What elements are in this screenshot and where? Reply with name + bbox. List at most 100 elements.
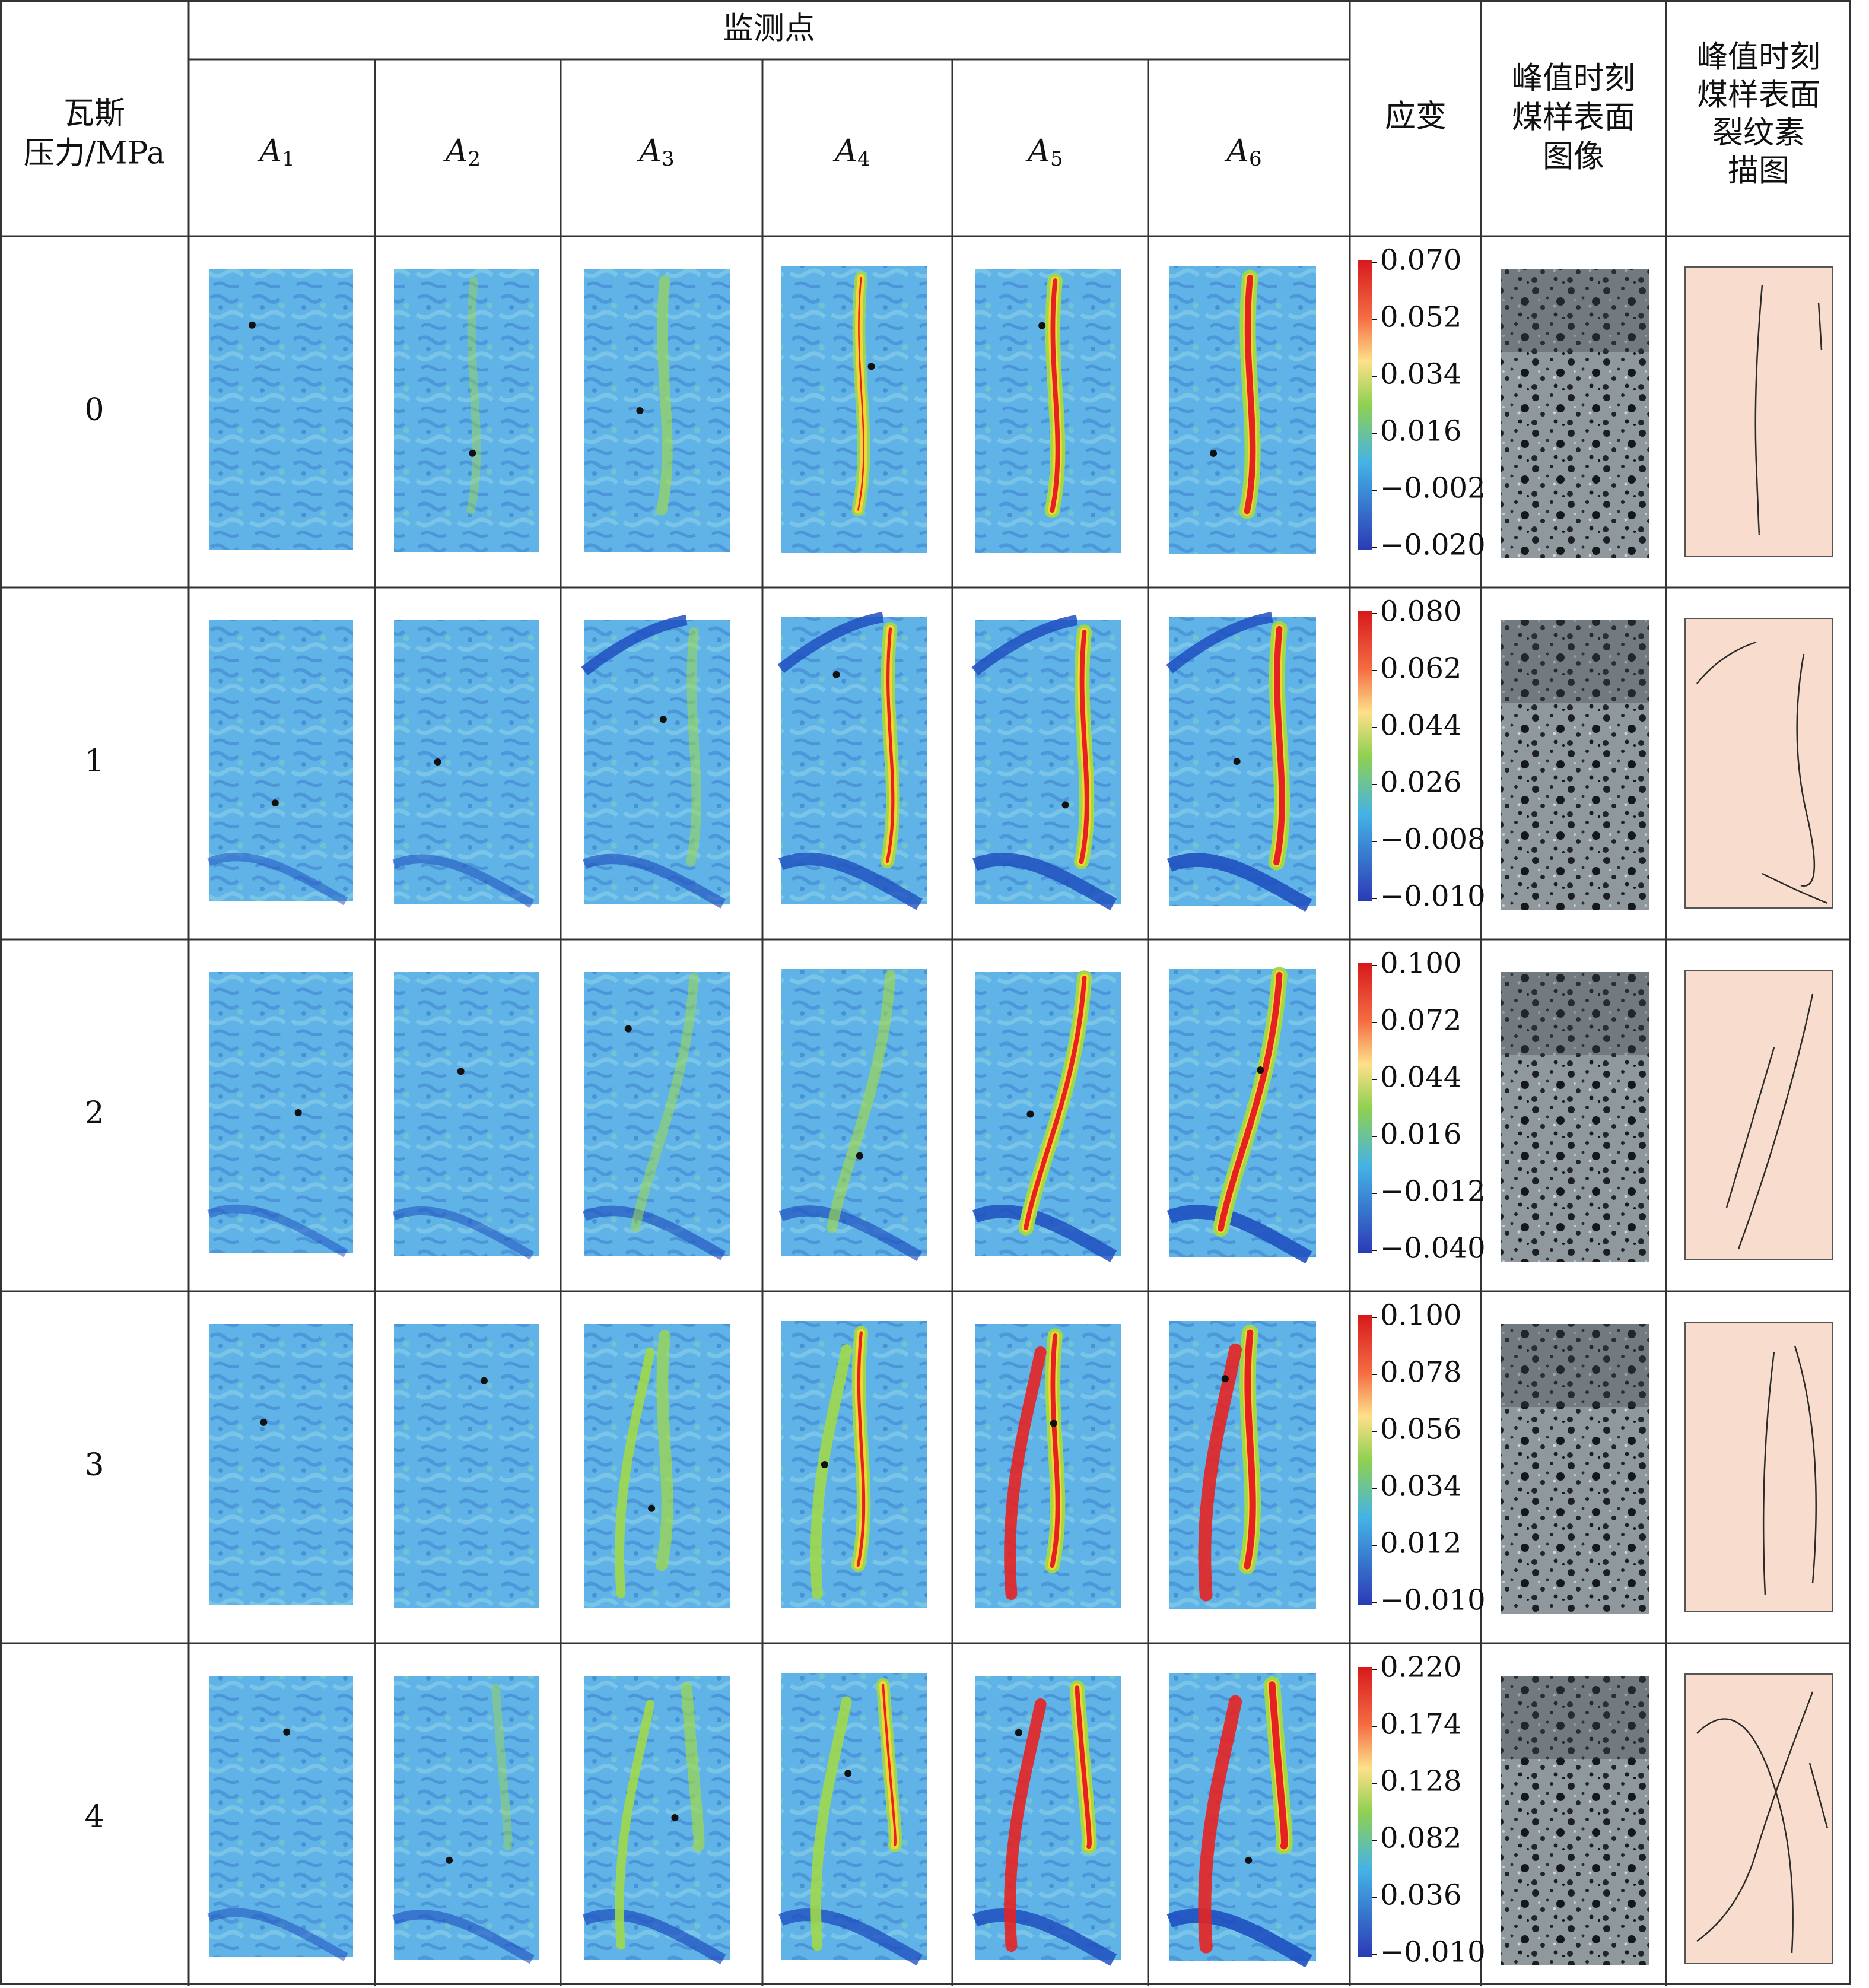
speckle-marker [844, 1770, 852, 1777]
surface-image-header: 图像 [1543, 139, 1604, 175]
speckle-marker [469, 449, 476, 457]
low-strain-band [1166, 853, 1312, 912]
low-strain-band [392, 854, 535, 908]
speckle-marker [294, 1109, 302, 1116]
monitoring-point-label: A3 [637, 134, 674, 172]
crack-sketch-line [1696, 1718, 1794, 1954]
colorbar-tick-label: −0.020 [1380, 529, 1486, 562]
strain-field-background [394, 269, 539, 552]
strain-crack-core [856, 1331, 866, 1567]
low-strain-band [778, 852, 923, 910]
speckle-marker [648, 1504, 656, 1512]
crack-sketch [1684, 1673, 1833, 1964]
strain-field-panel [584, 1324, 730, 1608]
colorbar-tick-label: 0.044 [1380, 1061, 1461, 1094]
speckle-marker [867, 363, 875, 370]
coal-surface-shade [1501, 1676, 1649, 1759]
strain-crack-band [630, 973, 699, 1233]
colorbar-tick-label: 0.044 [1380, 709, 1461, 742]
strain-field-panel [1166, 612, 1316, 912]
speckle-marker [1015, 1729, 1022, 1736]
colorbar-tick-label: 0.026 [1380, 766, 1461, 799]
colorbar-tick-label: −0.040 [1380, 1232, 1486, 1265]
strain-crack-core [1269, 1681, 1288, 1850]
strain-field-background [209, 1324, 353, 1605]
strain-crack-core [1075, 1685, 1092, 1849]
gas-pressure-value: 0 [84, 392, 104, 428]
speckle-marker [1233, 758, 1241, 765]
crack-sketch-line [1696, 1691, 1814, 1942]
low-strain-band [1166, 1205, 1312, 1264]
low-strain-band [778, 1205, 923, 1262]
colorbar-tick-label: 0.056 [1380, 1413, 1461, 1446]
pressure-row: 0 0.070 0.052 0.034 0.016 −0.002 −0.020 [84, 244, 1833, 562]
crack-sketch-line [1737, 993, 1814, 1250]
strain-crack-core [857, 277, 864, 511]
speckle-marker [659, 716, 667, 723]
strain-crack-band [1004, 1346, 1047, 1600]
coal-surface-image [1501, 972, 1649, 1262]
crack-sketch-line [1808, 1762, 1829, 1829]
strain-field-background [394, 1324, 539, 1608]
strain-crack-band [491, 1683, 513, 1851]
coal-surface-image [1501, 1676, 1649, 1965]
strain-field-panel [207, 972, 353, 1257]
speckle-marker [271, 799, 279, 807]
strain-field-panel [209, 1324, 353, 1605]
strain-crack-band [810, 1344, 852, 1600]
table-body: 0 0.070 0.052 0.034 0.016 −0.002 −0.020 1 0.080 0… [84, 244, 1833, 1969]
strain-field-panel [1169, 1321, 1316, 1609]
colorbar-tick-label: 0.128 [1380, 1765, 1461, 1798]
gas-pressure-value: 4 [84, 1799, 104, 1835]
colorbar-tick-label: 0.082 [1380, 1822, 1461, 1855]
speckle-marker [283, 1728, 291, 1736]
speckle-marker [1210, 449, 1218, 457]
speckle-marker [624, 1025, 632, 1033]
low-strain-band [392, 1910, 535, 1964]
strain-colorbar [1358, 260, 1372, 550]
speckle-marker [457, 1068, 465, 1075]
strain-crack-band [686, 627, 701, 866]
colorbar-tick-label: 0.016 [1380, 415, 1461, 448]
low-strain-band [582, 1909, 726, 1965]
strain-crack-band [656, 1330, 673, 1571]
colorbar-tick-label: −0.008 [1380, 823, 1486, 856]
colorbar-tick-label: 0.034 [1380, 358, 1461, 391]
strain-crack-core [1024, 976, 1087, 1230]
colorbar-tick-label: 0.034 [1380, 1470, 1461, 1503]
crack-sketch [1684, 618, 1833, 909]
monitoring-point-label: A1 [257, 134, 294, 172]
monitoring-point-label: A5 [1025, 134, 1063, 172]
speckle-marker [856, 1152, 863, 1160]
colorbar-tick-label: 0.078 [1380, 1356, 1461, 1389]
speckle-marker [1061, 801, 1069, 809]
low-strain-band [1166, 1908, 1312, 1968]
strain-field-panel [582, 972, 730, 1260]
low-strain-band [207, 1908, 348, 1961]
colorbar-tick-label: 0.012 [1380, 1527, 1461, 1560]
strain-field-panel [975, 1324, 1121, 1608]
colorbar-tick-label: 0.174 [1380, 1708, 1461, 1741]
colorbar-tick-label: 0.220 [1380, 1651, 1461, 1684]
crack-sketch-header: 煤样表面 [1697, 78, 1820, 113]
surface-image-header: 煤样表面 [1512, 100, 1635, 136]
speckle-marker [1050, 1419, 1057, 1427]
coal-surface-shade [1501, 620, 1649, 703]
monitoring-point-label: A2 [443, 134, 481, 172]
low-strain-band [972, 853, 1117, 910]
low-strain-band [582, 853, 726, 909]
speckle-marker [832, 671, 840, 678]
pressure-row: 1 0.080 0.062 0.044 0.026 −0.008 −0.010 [84, 595, 1833, 913]
strain-field-panel [781, 266, 927, 553]
gas-pressure-header: 瓦斯 [63, 96, 125, 132]
speckle-marker [260, 1418, 268, 1426]
strain-field-panel [972, 1676, 1121, 1966]
pressure-row: 4 0.220 0.174 0.128 0.082 0.036 −0.010 [84, 1651, 1833, 1969]
speckle-marker [1221, 1375, 1229, 1383]
colorbar-tick-label: 0.072 [1380, 1004, 1461, 1037]
coal-surface-image [1501, 620, 1649, 910]
colorbar-tick-label: 0.100 [1380, 1299, 1461, 1332]
speckle-marker [671, 1814, 679, 1821]
strain-crack-band [656, 275, 673, 516]
crack-sketch-line [1696, 641, 1757, 684]
